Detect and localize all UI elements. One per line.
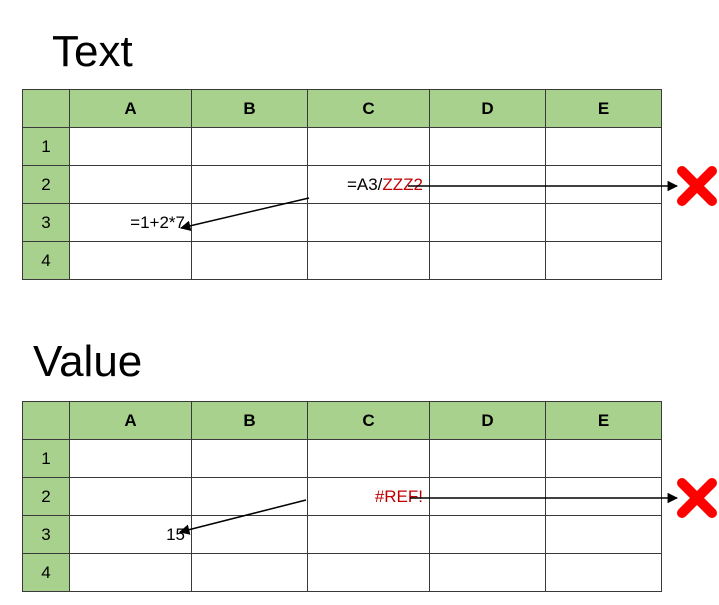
arrow-c2-to-a3-value: [178, 499, 307, 535]
cell-b4: [191, 553, 308, 592]
cell-a4: [69, 241, 192, 280]
text-heading: Text: [52, 27, 133, 76]
cell-c4: [307, 553, 430, 592]
formula-prefix: =A3/: [346, 174, 383, 194]
column-header-c: C: [307, 89, 430, 128]
cell-d1: [429, 127, 546, 166]
cell-e1: [545, 127, 662, 166]
row-header-3: 3: [22, 515, 70, 554]
cell-d3: [429, 203, 546, 242]
cell-c4: [307, 241, 430, 280]
column-header-d: D: [429, 401, 546, 440]
corner-cell: [22, 401, 70, 440]
column-header-e: E: [545, 401, 662, 440]
corner-cell: [22, 89, 70, 128]
cell-d3: [429, 515, 546, 554]
cell-d2: [429, 477, 546, 516]
arrow-c2-to-a3: [179, 197, 310, 231]
value-spreadsheet-grid: A B C D E 1 2 #REF! 3 15 4: [22, 401, 662, 592]
row-header-4: 4: [22, 241, 70, 280]
text-spreadsheet-grid: A B C D E 1 2 =A3/ZZZ2 3 =1+2*7 4: [22, 89, 662, 280]
red-cross-icon: [677, 166, 717, 206]
cell-d1: [429, 439, 546, 478]
value-heading: Value: [33, 337, 143, 386]
column-header-e: E: [545, 89, 662, 128]
cell-a3-value: 15: [69, 515, 192, 554]
column-header-d: D: [429, 89, 546, 128]
cell-b4: [191, 241, 308, 280]
cell-c1: [307, 439, 430, 478]
cell-a1: [69, 439, 192, 478]
red-cross-icon: [677, 478, 717, 518]
cell-e4: [545, 553, 662, 592]
cell-b3: [191, 203, 308, 242]
cell-b1: [191, 127, 308, 166]
cell-c3: [307, 515, 430, 554]
cell-a4: [69, 553, 192, 592]
row-header-2: 2: [22, 477, 70, 516]
cell-a3-formula: =1+2*7: [69, 203, 192, 242]
cell-d4: [429, 553, 546, 592]
row-header-1: 1: [22, 127, 70, 166]
cell-e4: [545, 241, 662, 280]
row-header-2: 2: [22, 165, 70, 204]
cell-e2: [545, 477, 662, 516]
row-header-4: 4: [22, 553, 70, 592]
invalid-reference: ZZZ2: [382, 174, 423, 194]
column-header-c: C: [307, 401, 430, 440]
cell-a1: [69, 127, 192, 166]
